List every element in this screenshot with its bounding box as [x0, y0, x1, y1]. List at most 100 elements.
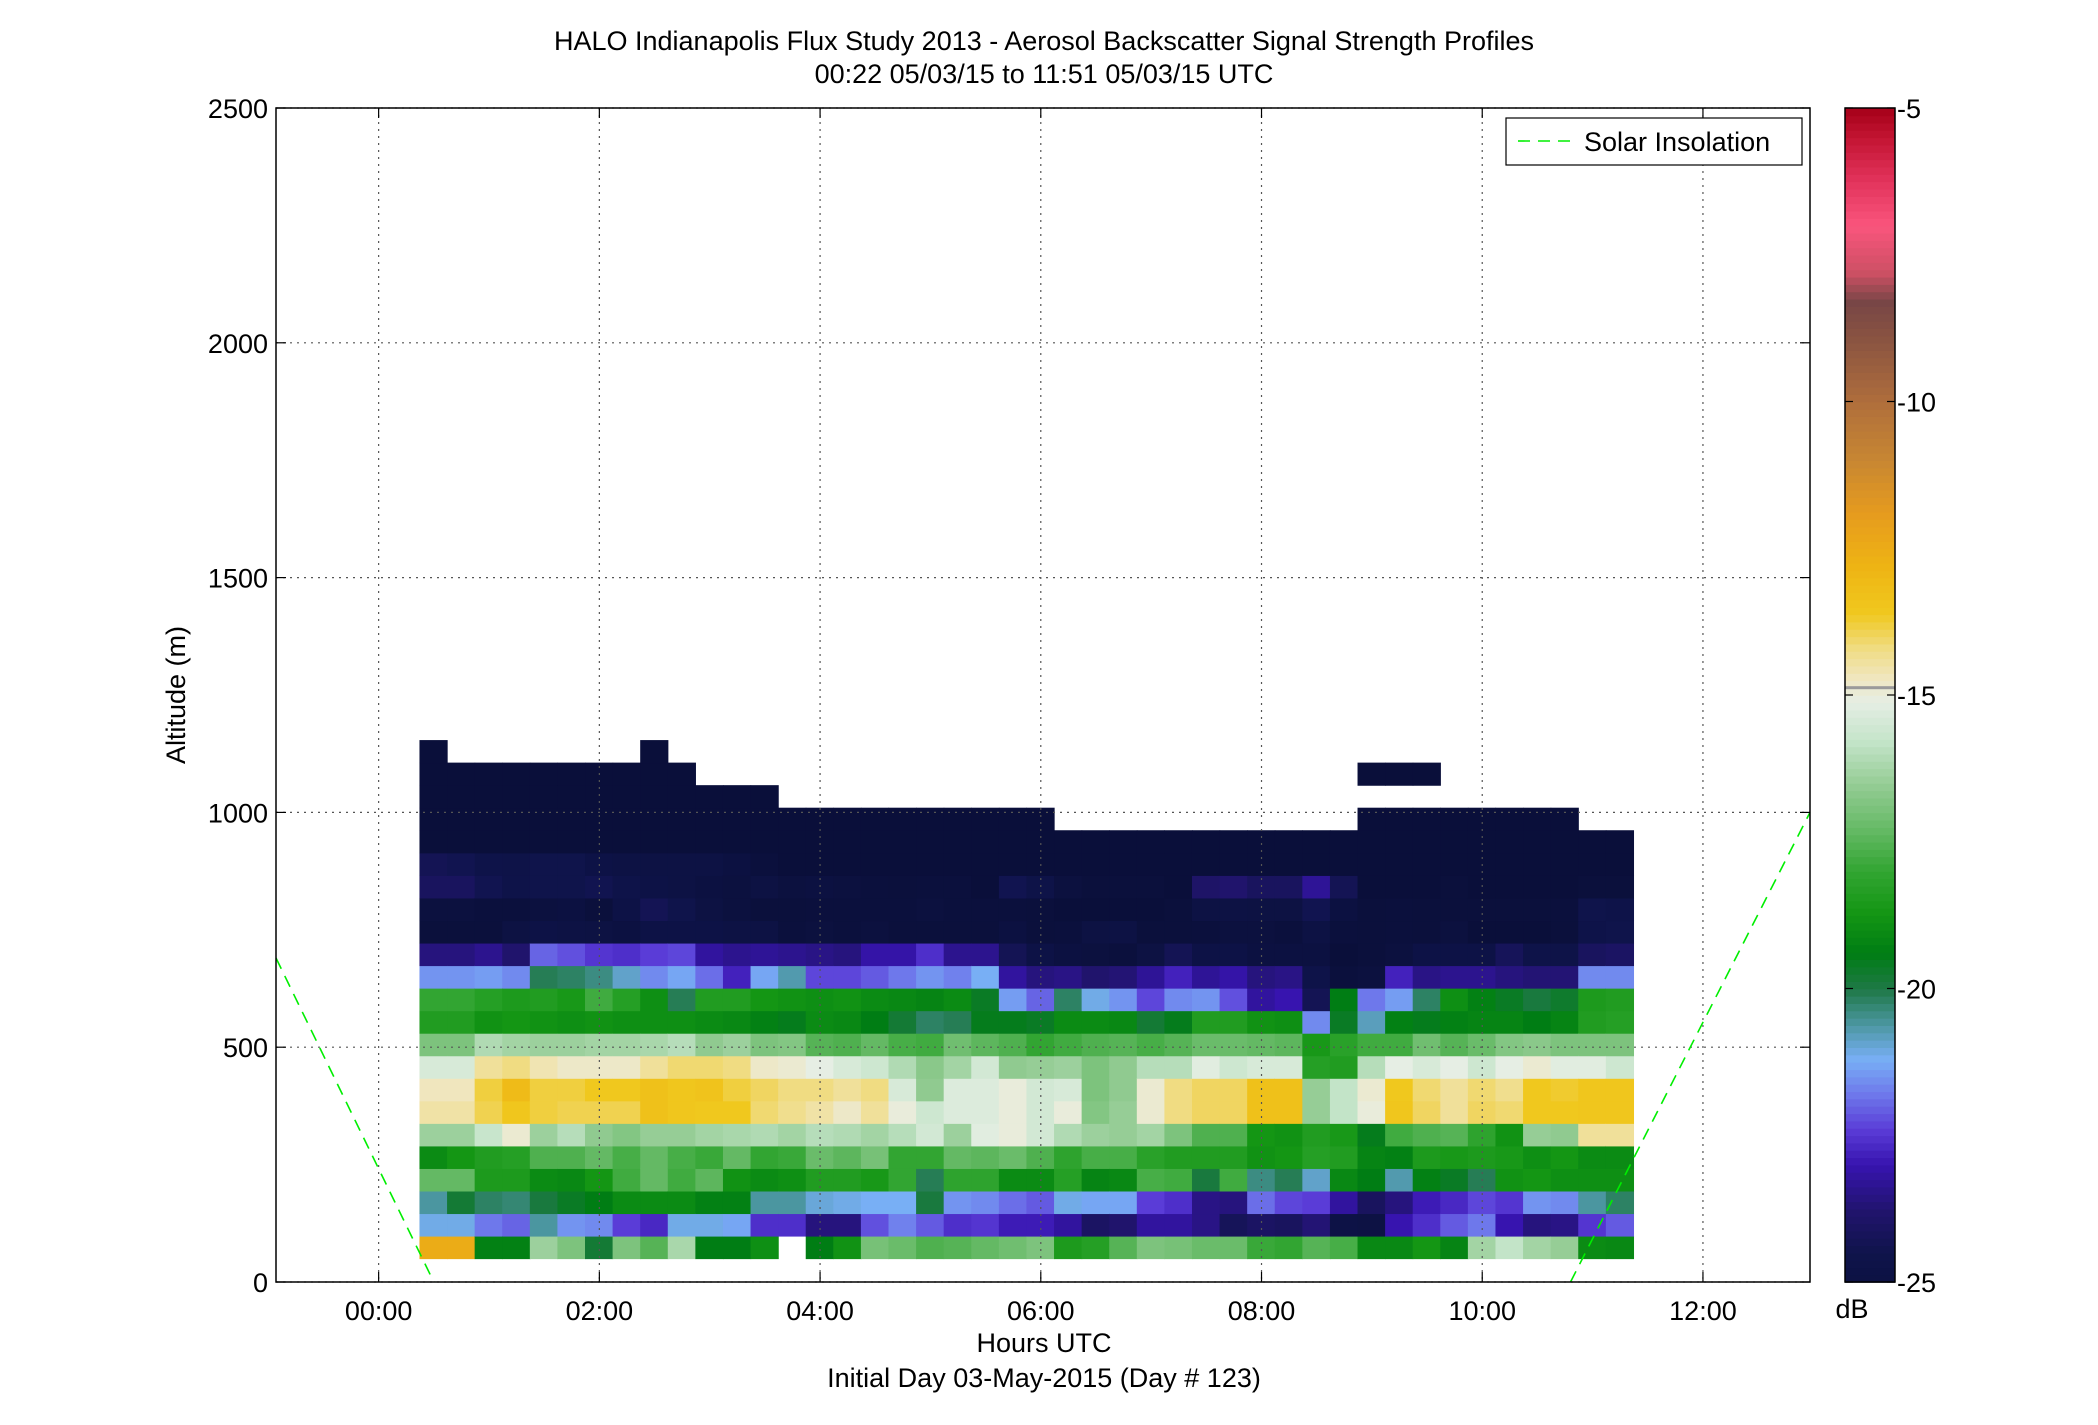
heatmap-cell	[640, 1235, 669, 1260]
colorbar-segment	[1845, 137, 1895, 146]
heatmap-cell	[916, 1033, 945, 1057]
heatmap-cell	[1523, 1145, 1552, 1169]
heatmap-cell	[722, 920, 752, 944]
heatmap-cell	[1523, 1168, 1552, 1192]
heatmap-cell	[695, 1055, 724, 1079]
heatmap-cell	[833, 1055, 862, 1079]
heatmap-cell	[1467, 1145, 1497, 1169]
heatmap-cell	[1302, 1213, 1331, 1237]
colorbar-segment	[1845, 518, 1895, 528]
colorbar-segment	[1845, 306, 1895, 315]
heatmap-cell	[502, 762, 531, 786]
legend: Solar Insolation	[1505, 117, 1803, 166]
heatmap-cell	[998, 1010, 1028, 1034]
colorbar-segment	[1845, 504, 1895, 513]
heatmap-cell	[888, 830, 917, 854]
heatmap-cell	[1440, 1100, 1469, 1124]
heatmap-cell	[722, 1190, 752, 1215]
heatmap-cell	[722, 1055, 752, 1079]
heatmap-cell	[1247, 897, 1276, 922]
heatmap-cell	[1191, 920, 1221, 944]
heatmap-cell	[447, 830, 476, 854]
heatmap-cell	[1357, 1123, 1386, 1147]
heatmap-cell	[667, 897, 696, 922]
heatmap-cell	[1605, 1055, 1635, 1079]
colorbar-segment	[1845, 335, 1895, 344]
heatmap-cell	[1467, 1033, 1497, 1057]
heatmap-cell	[1412, 942, 1441, 967]
colorbar-segment	[1845, 709, 1895, 718]
heatmap-cell	[805, 897, 834, 922]
heatmap-cell	[1550, 1235, 1579, 1260]
heatmap-cell	[1274, 897, 1303, 922]
heatmap-cell	[805, 1123, 834, 1147]
colorbar-segment	[1845, 298, 1895, 307]
heatmap-cell	[612, 762, 641, 786]
heatmap-cell	[419, 1145, 448, 1169]
heatmap-cell	[971, 1078, 1000, 1102]
chart-title-line1: HALO Indianapolis Flux Study 2013 - Aero…	[554, 26, 1534, 56]
heatmap-cell	[529, 830, 559, 854]
heatmap-cell	[695, 920, 724, 944]
heatmap-cell	[1274, 1168, 1303, 1192]
heatmap-cell	[971, 1033, 1000, 1057]
heatmap-cell	[695, 785, 724, 809]
x-tick-label: 10:00	[1448, 1296, 1516, 1326]
heatmap-cell	[1523, 1190, 1552, 1215]
colorbar	[1845, 108, 1895, 1283]
heatmap-cell	[640, 1123, 669, 1147]
heatmap-cell	[695, 897, 724, 922]
heatmap-cell	[612, 1235, 641, 1260]
heatmap-cell	[1219, 1235, 1248, 1260]
heatmap-cell	[943, 988, 972, 1012]
heatmap-cell	[1329, 988, 1359, 1012]
heatmap-cell	[833, 988, 862, 1012]
heatmap-cell	[833, 807, 862, 831]
heatmap-cell	[502, 807, 531, 831]
heatmap-cell	[943, 830, 972, 854]
heatmap-cell	[1578, 1033, 1607, 1057]
heatmap-cell	[1467, 1100, 1497, 1124]
heatmap-cell	[1164, 830, 1193, 854]
heatmap-cell	[778, 1033, 807, 1057]
colorbar-segment	[1845, 1259, 1895, 1269]
heatmap-cell	[1523, 830, 1552, 854]
heatmap-cell	[1523, 807, 1552, 831]
heatmap-cell	[1026, 1123, 1055, 1147]
heatmap-cell	[1219, 1213, 1248, 1237]
colorbar-tick-label: -25	[1897, 1268, 1936, 1298]
colorbar-segment	[1845, 159, 1895, 168]
heatmap-cell	[1357, 830, 1386, 854]
colorbar-segment	[1845, 937, 1895, 946]
heatmap-cell	[888, 1190, 917, 1215]
heatmap-cell	[1136, 1168, 1165, 1192]
heatmap-cell	[1081, 1190, 1110, 1215]
heatmap-cell	[1440, 875, 1469, 899]
heatmap-cell	[1109, 988, 1138, 1012]
heatmap-cell	[1440, 852, 1469, 876]
heatmap-cell	[805, 988, 834, 1012]
heatmap-cell	[943, 1190, 972, 1215]
heatmap-cell	[529, 1033, 559, 1057]
heatmap-cell	[419, 920, 448, 944]
heatmap-cell	[1081, 1213, 1110, 1237]
heatmap-cell	[474, 988, 503, 1012]
heatmap-cell	[860, 830, 890, 854]
colorbar-segment	[1845, 680, 1895, 689]
heatmap-cell	[1191, 852, 1221, 876]
heatmap-cell	[1109, 1123, 1138, 1147]
heatmap-cell	[1578, 965, 1607, 989]
colorbar-segment	[1845, 562, 1895, 572]
heatmap-cell	[860, 1190, 890, 1215]
heatmap-cell	[640, 942, 669, 967]
heatmap-cell	[1523, 1213, 1552, 1237]
heatmap-cell	[860, 1055, 890, 1079]
heatmap-cell	[1026, 988, 1055, 1012]
heatmap-cell	[447, 897, 476, 922]
heatmap-cell	[1081, 1010, 1110, 1034]
heatmap-cell	[860, 942, 890, 967]
heatmap-cell	[916, 920, 945, 944]
colorbar-segment	[1845, 1252, 1895, 1261]
heatmap-cell	[557, 830, 586, 854]
heatmap-cell	[1054, 920, 1083, 944]
